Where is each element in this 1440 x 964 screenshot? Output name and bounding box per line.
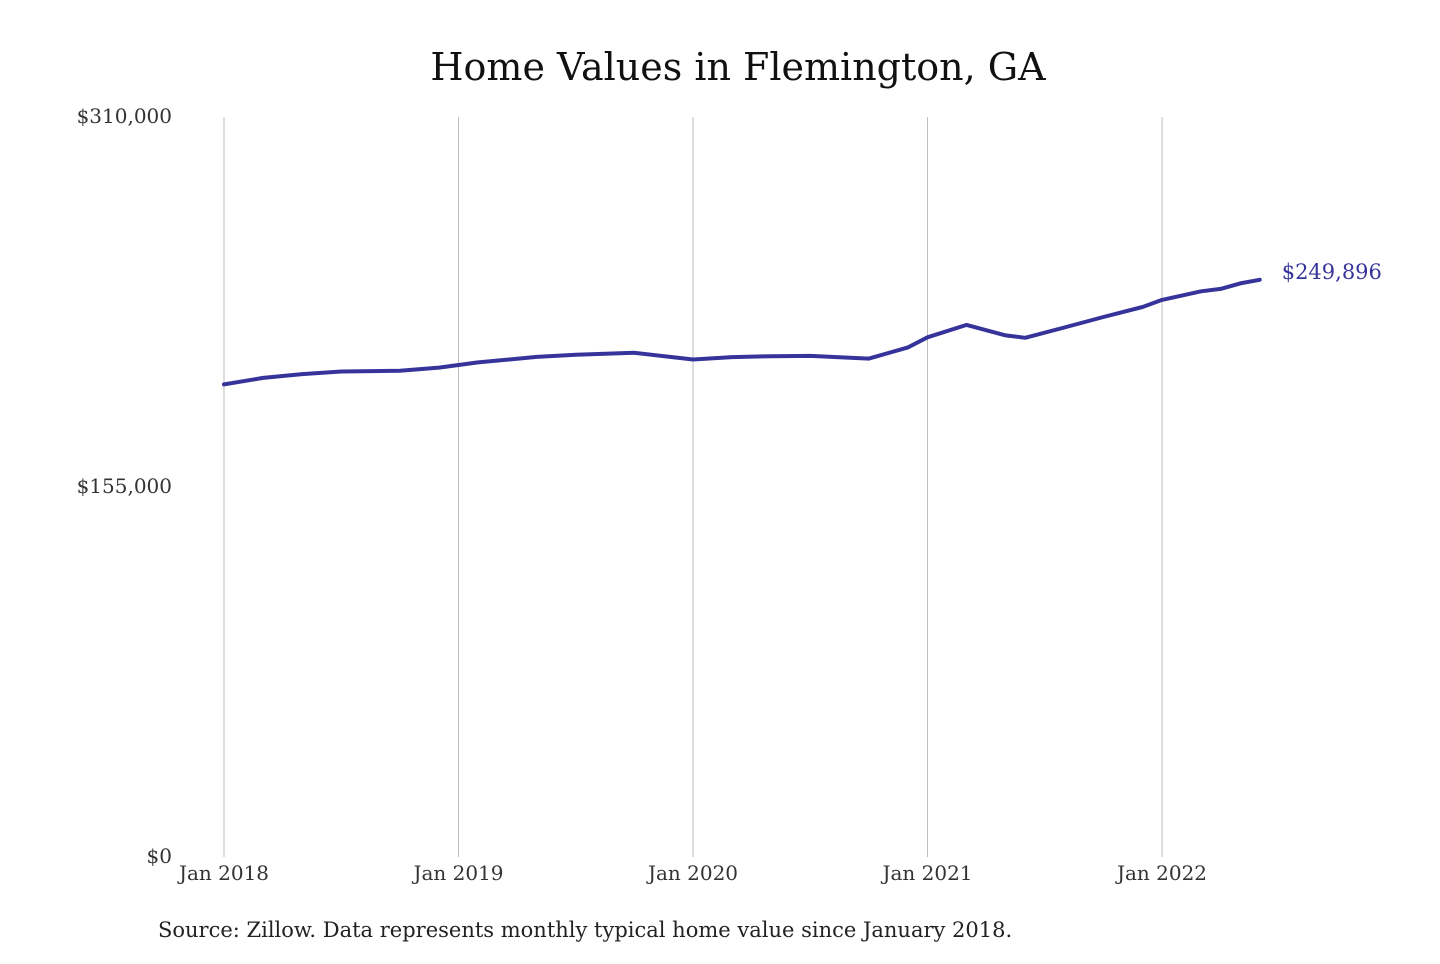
series-layer: $249,896 <box>222 260 1382 387</box>
y-tick-label: $0 <box>147 844 172 868</box>
end-value-label: $249,896 <box>1282 260 1382 284</box>
source-note: Source: Zillow. Data represents monthly … <box>158 918 1012 942</box>
chart-title: Home Values in Flemington, GA <box>430 45 1046 89</box>
y-tick-label: $155,000 <box>77 474 172 498</box>
x-tick-label: Jan 2019 <box>411 861 503 885</box>
gridlines <box>223 117 1163 857</box>
x-tick-label: Jan 2018 <box>177 861 269 885</box>
y-axis: $310,000 $155,000 $0 <box>77 104 172 868</box>
x-tick-label: Jan 2022 <box>1115 861 1207 885</box>
x-tick-label: Jan 2021 <box>880 861 972 885</box>
y-tick-label: $310,000 <box>77 104 172 128</box>
x-axis: Jan 2018 Jan 2019 Jan 2020 Jan 2021 Jan 2022 <box>177 861 1207 885</box>
series-line <box>222 277 1262 387</box>
x-tick-label: Jan 2020 <box>646 861 738 885</box>
